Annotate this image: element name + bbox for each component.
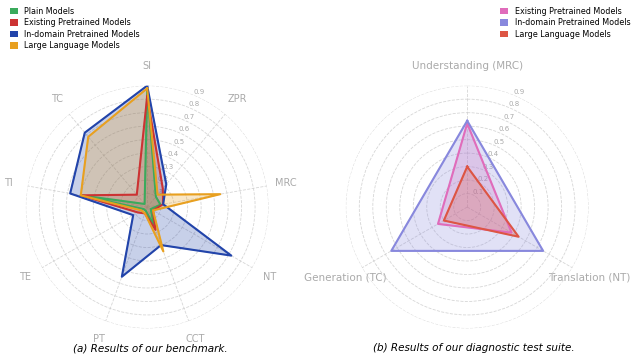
Polygon shape bbox=[81, 96, 163, 230]
Polygon shape bbox=[438, 124, 511, 233]
Polygon shape bbox=[444, 167, 518, 237]
Legend: Plain Models, Existing Pretrained Models, In-domain Pretrained Models, Large Lan: Plain Models, Existing Pretrained Models… bbox=[6, 4, 143, 53]
Polygon shape bbox=[81, 89, 161, 226]
Polygon shape bbox=[70, 86, 231, 277]
Polygon shape bbox=[391, 121, 543, 251]
Polygon shape bbox=[81, 89, 220, 251]
Text: (a) Results of our benchmark.: (a) Results of our benchmark. bbox=[73, 343, 228, 353]
Legend: Existing Pretrained Models, In-domain Pretrained Models, Large Language Models: Existing Pretrained Models, In-domain Pr… bbox=[497, 4, 634, 42]
Text: (b) Results of our diagnostic test suite.: (b) Results of our diagnostic test suite… bbox=[372, 343, 575, 353]
